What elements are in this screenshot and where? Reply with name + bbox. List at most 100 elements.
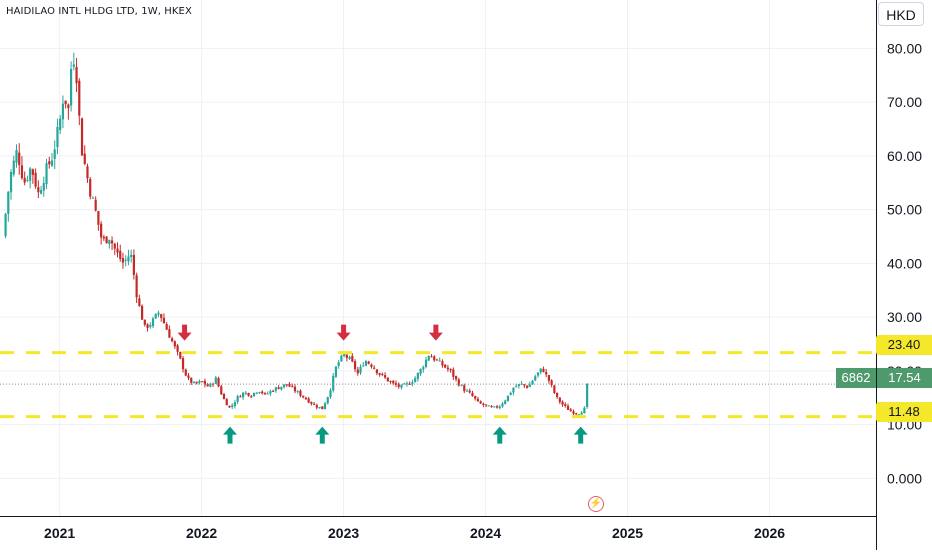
support-arrow-icon[interactable] <box>223 426 238 444</box>
candle-body <box>15 150 18 163</box>
candle-body <box>67 104 70 109</box>
resistance-level-badge: 23.40 <box>876 335 932 355</box>
candle-body <box>108 239 111 244</box>
candle-body <box>160 314 163 318</box>
candle-body <box>7 191 10 214</box>
candle-body <box>121 258 125 263</box>
candle-body <box>124 259 127 261</box>
candle-body <box>564 404 567 406</box>
currency-button[interactable]: HKD <box>878 2 924 26</box>
candle-body <box>56 126 59 148</box>
support-arrow-icon[interactable] <box>492 426 507 444</box>
resistance-arrow-icon[interactable] <box>336 324 351 341</box>
support-arrow-icon[interactable] <box>573 426 588 444</box>
x-tick-label: 2024 <box>470 525 501 541</box>
candle-body <box>528 384 531 388</box>
y-tick-label: 50.00 <box>887 202 922 218</box>
candle-body <box>214 377 217 384</box>
candle-body <box>449 368 452 371</box>
candle-body <box>446 367 449 370</box>
candle-body <box>353 361 357 370</box>
candle-body <box>61 103 65 120</box>
candle-body <box>389 381 392 383</box>
candle-body <box>12 160 15 175</box>
candle-body <box>424 359 428 367</box>
candle-body <box>80 118 84 156</box>
candle-body <box>465 390 469 392</box>
y-tick-label: 80.00 <box>887 40 922 56</box>
candle-body <box>64 100 67 105</box>
candle-body <box>583 407 586 414</box>
y-tick-label: 30.00 <box>887 309 922 325</box>
candle-body <box>86 166 89 179</box>
candle-body <box>495 406 499 408</box>
candle-body <box>323 403 327 410</box>
symbol-badge: 6862 <box>836 368 876 388</box>
candle-body <box>252 392 256 397</box>
candle-body <box>20 165 24 179</box>
resistance-arrow-icon[interactable] <box>428 324 443 341</box>
candle-body <box>517 384 520 386</box>
candle-body <box>525 385 529 388</box>
candle-body <box>550 380 553 386</box>
lightning-icon[interactable]: ⚡ <box>588 496 604 512</box>
candle-body <box>485 404 488 406</box>
candle-body <box>277 387 280 390</box>
candle-body <box>192 381 196 383</box>
support-arrow-icon[interactable] <box>315 426 330 444</box>
candle-body <box>302 395 305 398</box>
candle-body <box>400 384 403 388</box>
candle-body <box>337 362 340 367</box>
candle-body <box>201 381 204 383</box>
candle-body <box>479 401 482 404</box>
candle-body <box>162 317 166 324</box>
resistance-arrow-icon[interactable] <box>177 324 192 341</box>
candle-body <box>575 413 578 415</box>
candle-body <box>173 341 176 347</box>
candle-body <box>209 383 212 387</box>
candle-body <box>542 368 545 373</box>
candle-body <box>474 396 477 399</box>
candle-body <box>45 163 48 185</box>
candle-body <box>176 345 179 352</box>
candle-body <box>217 378 220 387</box>
x-tick-label: 2025 <box>612 525 643 541</box>
candle-body <box>132 255 135 275</box>
candle-body <box>493 406 496 408</box>
candle-body <box>586 384 589 407</box>
candle-body <box>119 250 122 259</box>
candle-body <box>59 118 62 130</box>
candle-body <box>334 366 338 377</box>
candle-body <box>553 385 556 393</box>
candle-body <box>293 386 297 392</box>
candle-body <box>482 403 485 406</box>
candle-body <box>362 365 365 367</box>
candle-body <box>359 366 362 373</box>
candle-body <box>171 338 174 342</box>
candle-body <box>515 386 518 388</box>
candle-body <box>299 390 302 396</box>
candle-body <box>236 396 239 402</box>
candle-body <box>23 177 26 183</box>
candle-body <box>48 161 51 165</box>
x-tick-label: 2023 <box>328 525 359 541</box>
x-tick-label: 2026 <box>754 525 785 541</box>
candle-body <box>373 367 376 369</box>
candle-body <box>340 355 343 362</box>
candle-body <box>288 384 291 387</box>
candle-body <box>250 396 253 398</box>
candle-body <box>130 254 133 257</box>
candle-body <box>127 256 130 262</box>
candle-body <box>143 319 146 325</box>
candle-body <box>536 372 540 376</box>
candle-body <box>378 373 381 375</box>
candle-body <box>531 380 534 385</box>
candle-body <box>72 64 75 67</box>
candle-body <box>190 377 193 383</box>
candle-body <box>140 305 144 320</box>
candle-body <box>348 356 351 359</box>
candle-body <box>441 361 444 366</box>
candle-body <box>329 390 332 397</box>
